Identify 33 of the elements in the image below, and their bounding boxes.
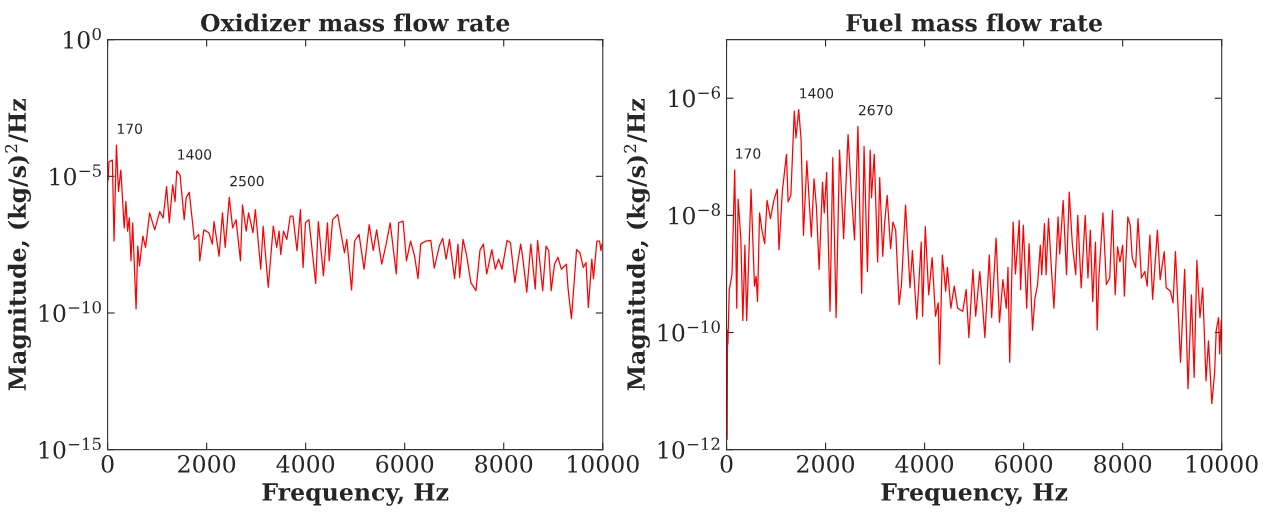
x-tick-label: 8000 bbox=[475, 454, 533, 473]
chart-title: Fuel mass flow rate bbox=[846, 13, 1102, 32]
x-axis-title: Frequency, Hz bbox=[881, 483, 1068, 506]
annotation: 170 bbox=[736, 148, 761, 159]
x-tick-label: 2000 bbox=[178, 454, 236, 473]
y-tick-label: 10$^{−10}$ bbox=[39, 300, 101, 323]
x-tick-label: 10000 bbox=[568, 454, 639, 473]
y-axis-title: Magnitude, (kg/s)$^{2}$/Hz bbox=[4, 99, 31, 391]
x-tick-label: 6000 bbox=[376, 454, 434, 473]
x-tick-label: 6000 bbox=[995, 454, 1053, 473]
line-series bbox=[107, 144, 603, 320]
y-tick-label: 10$^{−15}$ bbox=[39, 437, 101, 459]
x-tick-label: 0 bbox=[720, 454, 733, 473]
y-tick-label: 10$^{−6}$ bbox=[669, 86, 721, 108]
y-tick-label: 10$^{0}$ bbox=[64, 27, 101, 49]
y-tick-label: 10$^{−12}$ bbox=[658, 437, 720, 459]
x-tick-label: 2000 bbox=[797, 454, 855, 473]
annotation: 2670 bbox=[858, 104, 893, 116]
x-axis-title: Frequency, Hz bbox=[262, 483, 449, 506]
y-axis-title: Magnitude, (kg/s)$^{2}$/Hz bbox=[623, 99, 650, 391]
y-tick-label: 10$^{−10}$ bbox=[658, 320, 720, 342]
x-tick-label: 0 bbox=[101, 454, 114, 473]
chart-title: Oxidizer mass flow rate bbox=[201, 13, 510, 32]
x-tick-label: 10000 bbox=[1187, 454, 1258, 473]
annotation: 1400 bbox=[178, 149, 212, 160]
x-tick-label: 8000 bbox=[1094, 454, 1152, 473]
annotation: 170 bbox=[117, 123, 143, 134]
annotation: 2500 bbox=[230, 175, 264, 187]
x-tick-label: 4000 bbox=[276, 454, 335, 473]
y-tick-label: 10$^{−8}$ bbox=[669, 203, 720, 225]
annotation: 1400 bbox=[800, 88, 834, 99]
y-tick-label: 10$^{−5}$ bbox=[50, 164, 101, 186]
x-tick-label: 4000 bbox=[895, 454, 954, 473]
